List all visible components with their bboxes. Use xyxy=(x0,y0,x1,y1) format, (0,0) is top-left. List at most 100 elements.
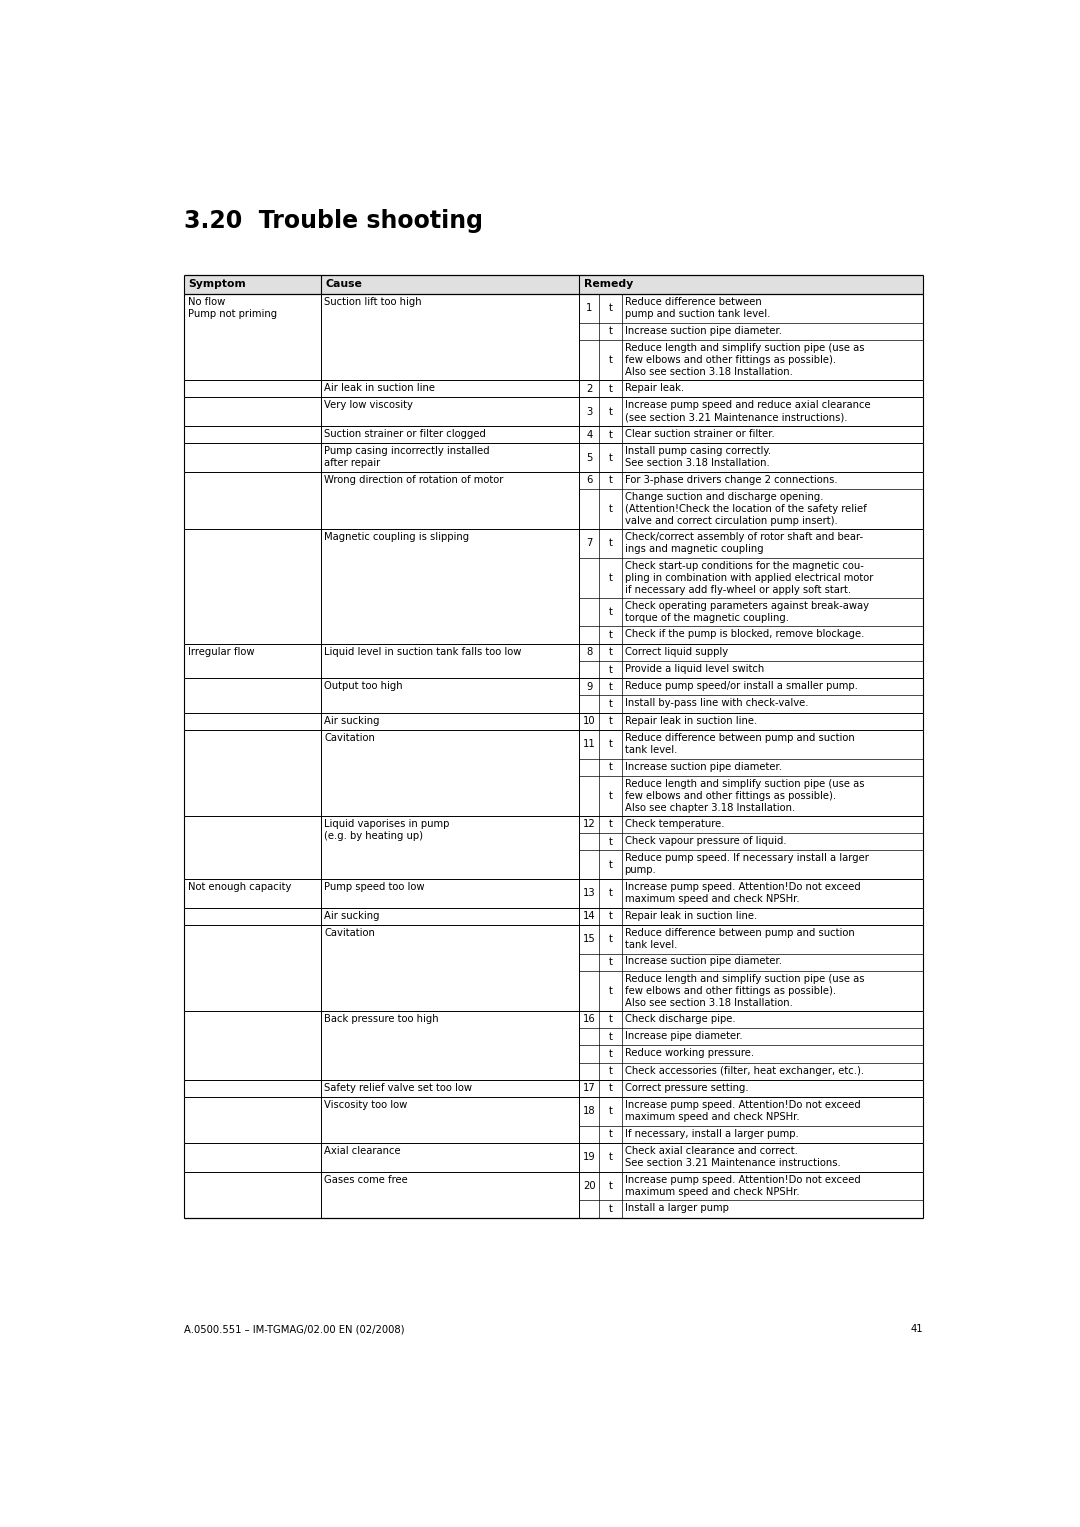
Text: t: t xyxy=(608,383,612,394)
Text: t: t xyxy=(608,631,612,640)
Text: Repair leak.: Repair leak. xyxy=(624,383,684,392)
Text: 1: 1 xyxy=(586,304,593,313)
Text: Clear suction strainer or filter.: Clear suction strainer or filter. xyxy=(624,429,774,438)
Text: 2: 2 xyxy=(586,383,593,394)
Text: Reduce difference between
pump and suction tank level.: Reduce difference between pump and sucti… xyxy=(624,298,770,319)
Text: Pump speed too low: Pump speed too low xyxy=(324,883,424,892)
Text: Check vapour pressure of liquid.: Check vapour pressure of liquid. xyxy=(624,837,786,846)
Text: Increase pump speed. Attention!⁠Do not exceed
maximum speed and check NPSHr.: Increase pump speed. Attention!⁠Do not e… xyxy=(624,1174,861,1197)
Text: Provide a liquid level switch: Provide a liquid level switch xyxy=(624,664,764,673)
Text: t: t xyxy=(608,683,612,692)
Text: t: t xyxy=(608,608,612,617)
Text: Reduce working pressure.: Reduce working pressure. xyxy=(624,1048,754,1058)
Text: Reduce difference between pump and suction
tank level.: Reduce difference between pump and sucti… xyxy=(624,733,854,754)
Text: Change suction and discharge opening.
(Attention!⁠Check the location of the safe: Change suction and discharge opening. (A… xyxy=(624,492,866,525)
Text: 17: 17 xyxy=(583,1084,596,1093)
Text: Pump casing incorrectly installed
after repair: Pump casing incorrectly installed after … xyxy=(324,446,490,469)
Text: t: t xyxy=(608,1107,612,1116)
Text: t: t xyxy=(608,1014,612,1025)
Text: Reduce pump speed/or install a smaller pump.: Reduce pump speed/or install a smaller p… xyxy=(624,681,858,692)
Text: 12: 12 xyxy=(583,820,596,829)
Text: t: t xyxy=(608,716,612,727)
Text: 19: 19 xyxy=(583,1153,596,1162)
Text: Increase suction pipe diameter.: Increase suction pipe diameter. xyxy=(624,956,782,967)
Text: Viscosity too low: Viscosity too low xyxy=(324,1099,408,1110)
Text: 7: 7 xyxy=(586,539,593,548)
Text: Check if the pump is blocked, remove blockage.: Check if the pump is blocked, remove blo… xyxy=(624,629,864,640)
Text: Check discharge pipe.: Check discharge pipe. xyxy=(624,1014,735,1023)
Text: Check/correct assembly of rotor shaft and bear-
ings and magnetic coupling: Check/correct assembly of rotor shaft an… xyxy=(624,531,863,554)
Text: Install by-pass line with check-valve.: Install by-pass line with check-valve. xyxy=(624,698,808,709)
Text: Suction strainer or filter clogged: Suction strainer or filter clogged xyxy=(324,429,486,438)
Text: t: t xyxy=(608,647,612,657)
Text: Increase pipe diameter.: Increase pipe diameter. xyxy=(624,1031,742,1041)
Text: t: t xyxy=(608,1180,612,1191)
Text: 18: 18 xyxy=(583,1107,596,1116)
Text: Air sucking: Air sucking xyxy=(324,716,380,725)
Text: No flow
Pump not priming: No flow Pump not priming xyxy=(189,298,278,319)
Text: Correct pressure setting.: Correct pressure setting. xyxy=(624,1083,748,1093)
Text: Suction lift too high: Suction lift too high xyxy=(324,298,422,307)
Text: t: t xyxy=(608,912,612,921)
Text: 15: 15 xyxy=(583,935,596,944)
Text: 4: 4 xyxy=(586,429,593,440)
Text: Output too high: Output too high xyxy=(324,681,403,692)
Text: Reduce difference between pump and suction
tank level.: Reduce difference between pump and sucti… xyxy=(624,928,854,950)
Text: Wrong direction of rotation of motor: Wrong direction of rotation of motor xyxy=(324,475,504,484)
Bar xyxy=(184,275,923,295)
Text: Repair leak in suction line.: Repair leak in suction line. xyxy=(624,716,757,725)
Text: Air sucking: Air sucking xyxy=(324,910,380,921)
Text: Air leak in suction line: Air leak in suction line xyxy=(324,383,435,392)
Text: t: t xyxy=(608,699,612,709)
Text: t: t xyxy=(608,539,612,548)
Text: t: t xyxy=(608,304,612,313)
Text: t: t xyxy=(608,935,612,944)
Text: 9: 9 xyxy=(586,683,593,692)
Text: Cause: Cause xyxy=(325,279,362,290)
Text: Correct liquid supply: Correct liquid supply xyxy=(624,646,728,657)
Text: A.0500.551 – IM-TGMAG/02.00 EN (02/2008): A.0500.551 – IM-TGMAG/02.00 EN (02/2008) xyxy=(184,1324,404,1335)
Text: 8: 8 xyxy=(586,647,593,657)
Text: Increase suction pipe diameter.: Increase suction pipe diameter. xyxy=(624,325,782,336)
Text: Increase pump speed. Attention!⁠Do not exceed
maximum speed and check NPSHr.: Increase pump speed. Attention!⁠Do not e… xyxy=(624,1099,861,1122)
Text: Increase pump speed and reduce axial clearance
(see section 3.21 Maintenance ins: Increase pump speed and reduce axial cle… xyxy=(624,400,870,423)
Text: t: t xyxy=(608,429,612,440)
Text: 41: 41 xyxy=(910,1324,923,1335)
Text: t: t xyxy=(608,1130,612,1139)
Text: 3.20  Trouble shooting: 3.20 Trouble shooting xyxy=(184,209,483,234)
Text: For 3-phase drivers change 2 connections.: For 3-phase drivers change 2 connections… xyxy=(624,475,837,484)
Text: 10: 10 xyxy=(583,716,596,727)
Text: 16: 16 xyxy=(583,1014,596,1025)
Text: Reduce pump speed. If necessary install a larger
pump.: Reduce pump speed. If necessary install … xyxy=(624,854,868,875)
Text: Liquid level in suction tank falls too low: Liquid level in suction tank falls too l… xyxy=(324,646,522,657)
Text: Install pump casing correctly.
See section 3.18 Installation.: Install pump casing correctly. See secti… xyxy=(624,446,771,469)
Text: 20: 20 xyxy=(583,1180,596,1191)
Text: Liquid vaporises in pump
(e.g. by heating up): Liquid vaporises in pump (e.g. by heatin… xyxy=(324,818,450,841)
Text: t: t xyxy=(608,664,612,675)
Text: Safety relief valve set too low: Safety relief valve set too low xyxy=(324,1083,472,1093)
Text: Increase pump speed. Attention!⁠Do not exceed
maximum speed and check NPSHr.: Increase pump speed. Attention!⁠Do not e… xyxy=(624,883,861,904)
Text: Install a larger pump: Install a larger pump xyxy=(624,1203,729,1212)
Text: t: t xyxy=(608,452,612,463)
Text: Irregular flow: Irregular flow xyxy=(189,646,255,657)
Text: Cavitation: Cavitation xyxy=(324,928,376,938)
Text: Very low viscosity: Very low viscosity xyxy=(324,400,414,411)
Text: t: t xyxy=(608,1032,612,1041)
Text: t: t xyxy=(608,820,612,829)
Text: t: t xyxy=(608,1203,612,1214)
Text: 11: 11 xyxy=(583,739,596,750)
Text: Magnetic coupling is slipping: Magnetic coupling is slipping xyxy=(324,531,470,542)
Text: t: t xyxy=(608,860,612,870)
Text: 14: 14 xyxy=(583,912,596,921)
Text: Reduce length and simplify suction pipe (use as
few elbows and other fittings as: Reduce length and simplify suction pipe … xyxy=(624,974,864,1008)
Text: Check operating parameters against break-away
torque of the magnetic coupling.: Check operating parameters against break… xyxy=(624,600,868,623)
Text: t: t xyxy=(608,406,612,417)
Text: Increase suction pipe diameter.: Increase suction pipe diameter. xyxy=(624,762,782,771)
Text: Check start-up conditions for the magnetic cou-
pling in combination with applie: Check start-up conditions for the magnet… xyxy=(624,560,873,594)
Text: t: t xyxy=(608,957,612,967)
Text: Gases come free: Gases come free xyxy=(324,1174,408,1185)
Text: Check accessories (filter, heat exchanger, etc.).: Check accessories (filter, heat exchange… xyxy=(624,1066,864,1075)
Text: t: t xyxy=(608,573,612,583)
Text: t: t xyxy=(608,504,612,515)
Text: t: t xyxy=(608,986,612,996)
